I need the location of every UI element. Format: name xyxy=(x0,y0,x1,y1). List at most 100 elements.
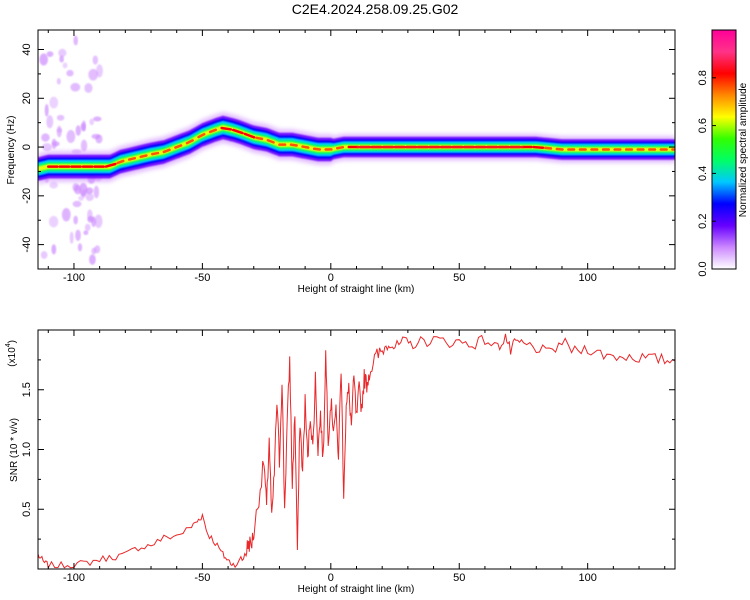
spectrogram-noise-blob xyxy=(46,115,54,129)
spectrogram-core-streak xyxy=(185,139,194,145)
spectrogram-core-streak xyxy=(162,148,171,154)
spectrogram-core-streak xyxy=(335,145,345,150)
snr-ytick-label: 0.5 xyxy=(21,502,33,517)
snr-xtick-label: 50 xyxy=(453,572,465,584)
spectrogram-core-streak xyxy=(104,162,117,168)
spectrogram-noise-blob xyxy=(72,200,82,208)
spec-xtick-label: -50 xyxy=(194,272,210,284)
spectrogram-noise-blob xyxy=(80,123,86,131)
spectrogram-xlabel: Height of straight line (km) xyxy=(298,284,415,295)
spectrogram-core-streak xyxy=(532,145,545,149)
spectrogram-core-streak xyxy=(127,156,137,161)
spectrogram-noise-blob xyxy=(40,251,48,259)
spectrogram-noise-blob xyxy=(89,254,96,265)
spectrogram-noise-blob xyxy=(62,62,68,69)
spectrogram-core-streak xyxy=(231,128,244,135)
spectrogram-noise-blob xyxy=(56,78,61,85)
snr-scale-label: (x104) xyxy=(5,340,18,367)
spectrogram-noise-blob xyxy=(92,55,99,65)
spectrogram-noise-blob xyxy=(81,189,86,198)
colorbar-label: Normalized spectral amplitude xyxy=(738,82,749,217)
spectrogram-core-streak xyxy=(243,132,256,139)
spectrogram-heat xyxy=(38,35,675,265)
snr-xtick-label: 100 xyxy=(578,572,596,584)
spectrogram-core-streak xyxy=(208,128,217,134)
spectrogram-noise-blob xyxy=(95,134,103,144)
snr-scale-prefix: (x10 xyxy=(7,347,18,367)
spectrogram-ylabel: Frequency (Hz) xyxy=(6,116,17,185)
spectrogram-noise-blob xyxy=(46,51,54,57)
snr-scale-close: ) xyxy=(7,340,18,343)
snr-ytick-label: 1.5 xyxy=(21,382,33,397)
snr-series-line xyxy=(38,333,675,569)
spectrogram-noise-blob xyxy=(49,96,59,109)
spectrogram-noise-blob xyxy=(56,114,65,121)
spectrogram-core-streak xyxy=(289,143,298,147)
spectrogram-noise-blob xyxy=(85,187,94,195)
spectrogram-noise-blob xyxy=(73,215,78,225)
spectrogram-noise-blob xyxy=(44,103,49,117)
snr-xtick-label: -100 xyxy=(63,572,85,584)
spectrogram-noise-blob xyxy=(83,230,89,236)
spectrogram-noise-blob xyxy=(78,195,84,201)
spec-xtick-label: 0 xyxy=(328,272,334,284)
colorbar-tick-label: 0.2 xyxy=(697,214,709,229)
spectrogram-core-streak xyxy=(544,146,553,150)
spec-ytick-label: 0 xyxy=(21,144,33,150)
spectrogram-core-streak xyxy=(116,159,125,165)
spectrogram-noise-blob xyxy=(93,116,102,122)
spectrogram-noise-blob xyxy=(89,118,95,126)
spectrogram-noise-blob xyxy=(77,243,83,252)
spectrogram-noise-blob xyxy=(61,207,71,222)
snr-xtick-label: -50 xyxy=(194,572,210,584)
spectrogram-noise-blob xyxy=(80,139,88,152)
spec-xtick-label: 50 xyxy=(453,272,465,284)
spec-ytick-label: -40 xyxy=(21,237,33,253)
spectrogram-noise-blob xyxy=(91,247,97,255)
spectrogram-core-streak xyxy=(174,144,183,149)
colorbar-tick-label: 0.4 xyxy=(697,166,709,181)
spec-ytick-label: 20 xyxy=(21,92,33,104)
spec-xtick-label: -100 xyxy=(63,272,85,284)
snr-ytick-label: 1.0 xyxy=(21,442,33,457)
spectrogram-noise-blob xyxy=(39,53,48,66)
spectrogram-noise-blob xyxy=(69,231,74,244)
colorbar-tick-label: 0.8 xyxy=(697,70,709,85)
spectrogram-noise-blob xyxy=(70,82,81,92)
snr-ylabel: SNR (10 * v/v) xyxy=(9,418,20,482)
spectrogram-noise-blob xyxy=(84,83,93,93)
spec-ytick-label: 40 xyxy=(21,43,33,55)
spectrogram-noise-blob xyxy=(59,55,64,63)
snr-xtick-label: 0 xyxy=(328,572,334,584)
spectrogram-noise-blob xyxy=(93,185,100,199)
spectrogram-core-streak xyxy=(151,151,160,156)
spec-xtick-label: 100 xyxy=(578,272,596,284)
colorbar-gradient xyxy=(712,30,736,269)
spectrogram-noise-blob xyxy=(48,215,59,228)
spectrogram-noise-blob xyxy=(75,125,82,136)
spectrogram-noise-blob xyxy=(88,68,99,81)
spectrogram-core-streak xyxy=(266,138,275,144)
colorbar-tick-label: 0.0 xyxy=(697,261,709,276)
spectrogram-core-streak xyxy=(312,147,322,151)
spectrogram-core-streak xyxy=(220,126,233,131)
spectrogram-noise-blob xyxy=(96,64,103,78)
spectrogram-noise-blob xyxy=(58,48,67,57)
spectrogram-noise-blob xyxy=(51,244,57,255)
spec-ytick-label: -20 xyxy=(21,188,33,204)
spectrogram-noise-blob xyxy=(66,69,74,77)
spectrogram-noise-blob xyxy=(72,183,80,192)
spectrogram-core-streak xyxy=(139,154,148,159)
spectrogram-noise-blob xyxy=(94,214,103,228)
spectrogram-noise-blob xyxy=(87,216,94,223)
spectrogram-noise-blob xyxy=(66,129,76,143)
spectrogram-noise-blob xyxy=(84,223,91,232)
spectrogram-noise-blob xyxy=(85,192,94,202)
colorbar-tick-label: 0.6 xyxy=(697,118,709,133)
spectrogram-noise-blob xyxy=(56,125,62,138)
figure-title: C2E4.2024.258.09.25.G02 xyxy=(292,1,459,17)
snr-panel: -100 -50 0 50 100 0.5 1.0 1.5 Height of straigh… xyxy=(5,329,676,595)
snr-scale-exponent: 4 xyxy=(5,343,12,347)
spectrogram-noise-blob xyxy=(75,229,81,242)
